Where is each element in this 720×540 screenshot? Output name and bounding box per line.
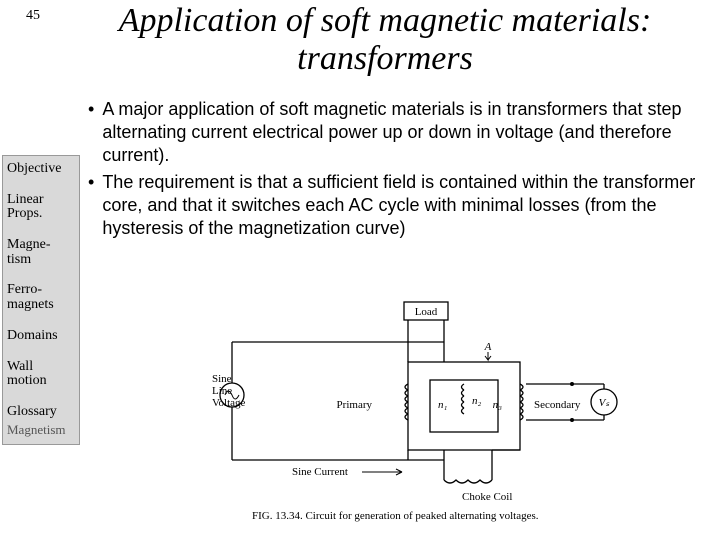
page-title: Application of soft magnetic materials: …	[90, 2, 680, 78]
sidebar-item[interactable]: Wall motion	[7, 360, 75, 389]
figure-caption: FIG. 13.34. Circuit for generation of pe…	[252, 510, 539, 522]
label-choke: Choke Coil	[462, 491, 512, 503]
label-load: Load	[415, 306, 438, 318]
sidebar-item[interactable]: Objective	[7, 162, 75, 177]
label-secondary: Secondary	[534, 399, 581, 411]
sidebar-sub: Magnetism	[7, 422, 75, 438]
slide-number: 45	[26, 8, 40, 24]
bullet-dot: •	[88, 98, 94, 167]
label-primary: Primary	[337, 399, 373, 411]
bullet-text: The requirement is that a sufficient fie…	[102, 171, 700, 240]
bullet-dot: •	[88, 171, 94, 240]
bullet-text: A major application of soft magnetic mat…	[102, 98, 700, 167]
bullet-list: •A major application of soft magnetic ma…	[88, 98, 700, 244]
label-sine-current: Sine Current	[292, 466, 348, 478]
sidebar-item[interactable]: Linear Props.	[7, 193, 75, 222]
sidebar-item[interactable]: Magne- tism	[7, 238, 75, 267]
label-n2: n₂	[472, 395, 482, 407]
label-A: A	[484, 341, 492, 353]
sidebar-item[interactable]: Glossary	[7, 405, 75, 420]
label-vs: Vₛ	[599, 397, 611, 409]
label-n1: n₁	[438, 399, 448, 411]
sidebar: Objective Linear Props. Magne- tism Ferr…	[2, 155, 80, 445]
circuit-diagram: Load SineLineVoltage Sine Current A Prim…	[212, 300, 632, 510]
label-sine-voltage: SineLineVoltage	[212, 373, 246, 409]
sidebar-item[interactable]: Domains	[7, 329, 75, 344]
sidebar-item[interactable]: Ferro- magnets	[7, 283, 75, 312]
label-n3: n₃	[493, 399, 503, 411]
